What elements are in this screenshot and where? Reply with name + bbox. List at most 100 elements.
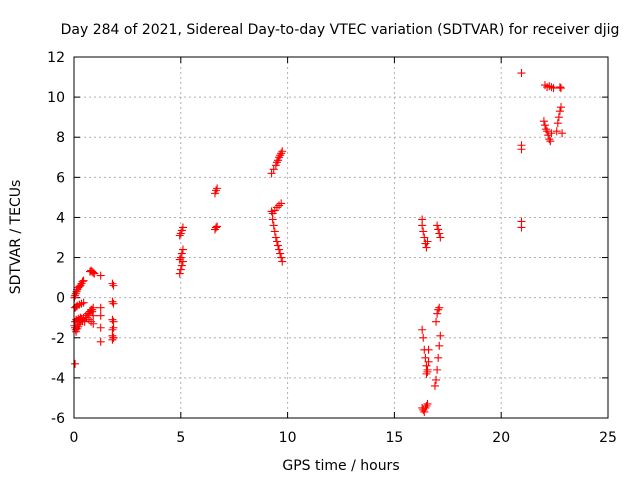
data-point bbox=[176, 253, 185, 262]
data-point bbox=[74, 322, 83, 331]
data-point bbox=[278, 257, 287, 266]
y-tick-label: 4 bbox=[56, 210, 65, 226]
data-point bbox=[424, 345, 433, 354]
data-point bbox=[422, 369, 431, 378]
x-axis-label: GPS time / hours bbox=[282, 458, 399, 474]
data-point bbox=[421, 353, 430, 362]
data-point bbox=[558, 129, 567, 138]
y-tick-labels: -6 -4 -2 0 2 4 6 8 10 12 bbox=[47, 50, 65, 427]
data-point bbox=[89, 311, 98, 320]
data-point bbox=[76, 281, 85, 290]
y-tick-label: -2 bbox=[51, 331, 65, 347]
data-point bbox=[418, 325, 427, 334]
data-point bbox=[555, 107, 564, 116]
data-point bbox=[176, 265, 185, 274]
data-point bbox=[273, 241, 282, 250]
data-point bbox=[517, 223, 526, 232]
data-point bbox=[71, 291, 80, 300]
grid-lines bbox=[74, 57, 608, 418]
data-point bbox=[71, 289, 80, 298]
data-point bbox=[418, 221, 427, 230]
data-point bbox=[79, 276, 88, 285]
data-point bbox=[96, 337, 105, 346]
data-point bbox=[272, 237, 281, 246]
data-point bbox=[540, 121, 549, 130]
data-point bbox=[277, 149, 286, 158]
data-point bbox=[433, 221, 442, 230]
data-point bbox=[553, 119, 562, 128]
data-point bbox=[108, 279, 117, 288]
x-tick-label: 5 bbox=[176, 430, 185, 446]
data-point bbox=[430, 381, 439, 390]
data-point bbox=[557, 84, 566, 93]
data-point bbox=[271, 233, 280, 242]
y-tick-label: -4 bbox=[51, 371, 65, 387]
data-point bbox=[277, 253, 286, 262]
data-point bbox=[422, 243, 431, 252]
data-point bbox=[268, 215, 277, 224]
y-tick-label: 6 bbox=[56, 170, 65, 186]
data-point bbox=[78, 277, 87, 286]
data-point bbox=[420, 407, 429, 416]
data-point bbox=[435, 303, 444, 312]
y-tick-label: -6 bbox=[51, 411, 65, 427]
data-point bbox=[178, 245, 187, 254]
data-point bbox=[270, 227, 279, 236]
data-point bbox=[517, 145, 526, 154]
x-tick-label: 25 bbox=[599, 430, 617, 446]
data-point bbox=[278, 147, 287, 156]
data-point bbox=[419, 333, 428, 342]
data-point bbox=[432, 317, 441, 326]
data-point bbox=[108, 315, 117, 324]
data-point bbox=[76, 317, 85, 326]
data-point bbox=[272, 158, 281, 167]
data-point bbox=[420, 233, 429, 242]
data-point bbox=[275, 245, 284, 254]
data-point bbox=[542, 125, 551, 134]
data-point bbox=[175, 231, 184, 240]
plot-frame bbox=[73, 56, 609, 419]
data-point bbox=[89, 319, 98, 328]
data-point bbox=[90, 269, 99, 278]
data-point bbox=[423, 399, 432, 408]
data-point bbox=[79, 298, 88, 307]
data-point bbox=[276, 151, 285, 160]
data-point bbox=[212, 223, 221, 232]
data-point bbox=[432, 375, 441, 384]
data-point bbox=[177, 249, 186, 258]
data-point bbox=[109, 281, 118, 290]
data-point bbox=[517, 69, 526, 78]
data-point bbox=[269, 165, 278, 174]
data-point bbox=[109, 333, 118, 342]
data-point bbox=[421, 403, 430, 412]
data-point bbox=[277, 199, 286, 208]
data-point bbox=[71, 359, 80, 368]
y-tick-label: 0 bbox=[56, 291, 65, 307]
data-point bbox=[433, 365, 442, 374]
data-point bbox=[177, 261, 186, 270]
data-point bbox=[422, 361, 431, 370]
data-point bbox=[552, 127, 561, 136]
data-point bbox=[88, 307, 97, 316]
data-point bbox=[267, 169, 276, 178]
y-tick-label: 2 bbox=[56, 251, 65, 267]
data-point bbox=[433, 309, 442, 318]
x-tick-labels: 0 5 10 15 20 25 bbox=[70, 430, 617, 446]
data-point bbox=[543, 127, 552, 136]
data-point bbox=[424, 357, 433, 366]
data-point bbox=[175, 255, 184, 264]
data-point bbox=[213, 222, 222, 231]
data-point bbox=[422, 401, 431, 410]
data-point bbox=[96, 311, 105, 320]
x-tick-label: 10 bbox=[279, 430, 297, 446]
data-point bbox=[109, 299, 118, 308]
data-point bbox=[109, 323, 118, 332]
data-point bbox=[213, 184, 222, 193]
y-axis-label: SDTVAR / TECUs bbox=[8, 180, 24, 295]
data-point bbox=[108, 335, 117, 344]
x-tick-label: 0 bbox=[70, 430, 79, 446]
data-point bbox=[434, 225, 443, 234]
data-point bbox=[435, 341, 444, 350]
